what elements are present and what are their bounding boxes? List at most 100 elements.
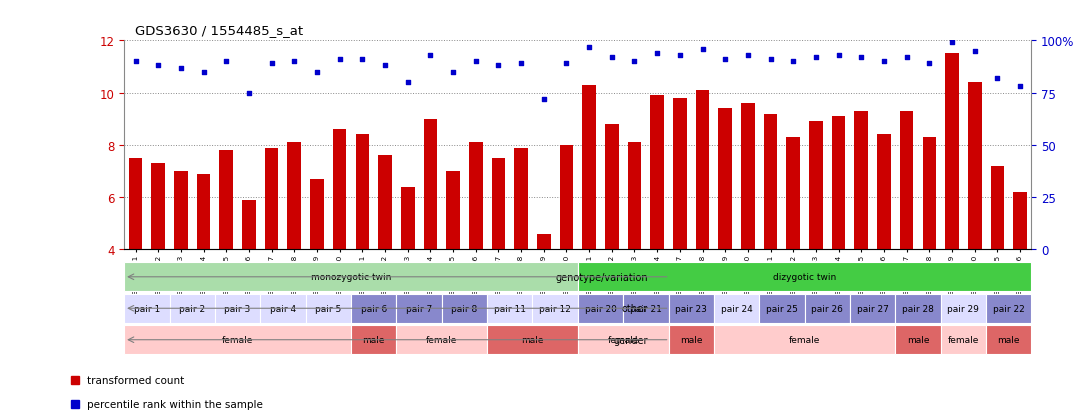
Text: pair 22: pair 22 xyxy=(993,304,1025,313)
Bar xyxy=(945,55,959,250)
FancyBboxPatch shape xyxy=(124,263,578,292)
Bar xyxy=(174,172,188,250)
Bar xyxy=(809,122,823,250)
Text: pair 20: pair 20 xyxy=(584,304,617,313)
Point xyxy=(897,55,915,61)
Text: percentile rank within the sample: percentile rank within the sample xyxy=(87,399,264,409)
Bar xyxy=(378,156,392,250)
Text: male: male xyxy=(680,335,702,344)
FancyBboxPatch shape xyxy=(986,294,1031,323)
Bar xyxy=(287,143,301,250)
Point xyxy=(920,61,937,68)
Bar xyxy=(582,85,596,250)
FancyBboxPatch shape xyxy=(941,294,986,323)
Bar xyxy=(197,174,211,250)
Point xyxy=(784,59,801,66)
Text: transformed count: transformed count xyxy=(87,375,185,385)
Bar xyxy=(151,164,165,250)
Point xyxy=(944,40,961,47)
Text: other: other xyxy=(622,304,648,313)
Text: male: male xyxy=(907,335,929,344)
Text: pair 24: pair 24 xyxy=(720,304,753,313)
Bar xyxy=(333,130,347,250)
Bar xyxy=(219,151,233,250)
Point xyxy=(966,48,983,55)
Text: female: female xyxy=(607,335,639,344)
Point xyxy=(149,63,166,70)
FancyBboxPatch shape xyxy=(578,263,1031,292)
Point xyxy=(852,55,869,61)
FancyBboxPatch shape xyxy=(306,294,351,323)
Text: gender: gender xyxy=(613,335,648,345)
Point xyxy=(217,59,235,66)
Point xyxy=(648,50,665,57)
FancyBboxPatch shape xyxy=(124,294,170,323)
FancyBboxPatch shape xyxy=(351,325,396,354)
Text: pair 26: pair 26 xyxy=(811,304,843,313)
FancyBboxPatch shape xyxy=(941,325,986,354)
Bar xyxy=(310,180,324,250)
Text: pair 27: pair 27 xyxy=(856,304,889,313)
FancyBboxPatch shape xyxy=(669,325,714,354)
Bar xyxy=(605,125,619,250)
Point xyxy=(875,59,892,66)
Point xyxy=(761,57,779,63)
FancyBboxPatch shape xyxy=(669,294,714,323)
Point xyxy=(285,59,302,66)
Text: genotype/variation: genotype/variation xyxy=(555,272,648,282)
FancyBboxPatch shape xyxy=(260,294,306,323)
Point xyxy=(445,69,462,76)
Bar xyxy=(537,234,551,250)
Bar xyxy=(401,188,415,250)
Point xyxy=(739,52,756,59)
Point xyxy=(330,57,348,63)
FancyBboxPatch shape xyxy=(578,294,623,323)
Text: pair 23: pair 23 xyxy=(675,304,707,313)
Text: dizygotic twin: dizygotic twin xyxy=(773,273,836,282)
Bar xyxy=(242,200,256,250)
Point xyxy=(580,44,597,51)
Bar xyxy=(832,117,846,250)
Point xyxy=(557,61,575,68)
FancyBboxPatch shape xyxy=(487,325,578,354)
Point xyxy=(512,61,529,68)
FancyBboxPatch shape xyxy=(442,294,487,323)
Point xyxy=(988,76,1005,82)
Point xyxy=(829,52,847,59)
FancyBboxPatch shape xyxy=(532,294,578,323)
FancyBboxPatch shape xyxy=(623,294,669,323)
Bar xyxy=(265,148,279,250)
Text: female: female xyxy=(221,335,254,344)
Point xyxy=(717,57,734,63)
Text: pair 6: pair 6 xyxy=(361,304,387,313)
FancyBboxPatch shape xyxy=(895,325,941,354)
Bar xyxy=(423,119,437,250)
Text: monozygotic twin: monozygotic twin xyxy=(311,273,391,282)
Text: pair 28: pair 28 xyxy=(902,304,934,313)
Text: female: female xyxy=(947,335,980,344)
FancyBboxPatch shape xyxy=(805,294,850,323)
Point xyxy=(240,90,257,97)
Point xyxy=(467,59,484,66)
Text: pair 21: pair 21 xyxy=(630,304,662,313)
FancyBboxPatch shape xyxy=(351,294,396,323)
Bar xyxy=(673,99,687,250)
FancyBboxPatch shape xyxy=(124,325,351,354)
Point xyxy=(264,61,281,68)
Point xyxy=(399,80,416,86)
Bar xyxy=(491,159,505,250)
Text: male: male xyxy=(363,335,384,344)
Point xyxy=(603,55,620,61)
Bar xyxy=(627,143,642,250)
Point xyxy=(489,63,508,70)
Point xyxy=(376,63,393,70)
Text: pair 12: pair 12 xyxy=(539,304,571,313)
FancyBboxPatch shape xyxy=(170,294,215,323)
Text: pair 5: pair 5 xyxy=(315,304,341,313)
Bar xyxy=(559,146,573,250)
Bar xyxy=(854,112,868,250)
Point xyxy=(1011,84,1028,90)
Text: pair 1: pair 1 xyxy=(134,304,160,313)
Text: pair 11: pair 11 xyxy=(494,304,526,313)
Point xyxy=(671,52,689,59)
